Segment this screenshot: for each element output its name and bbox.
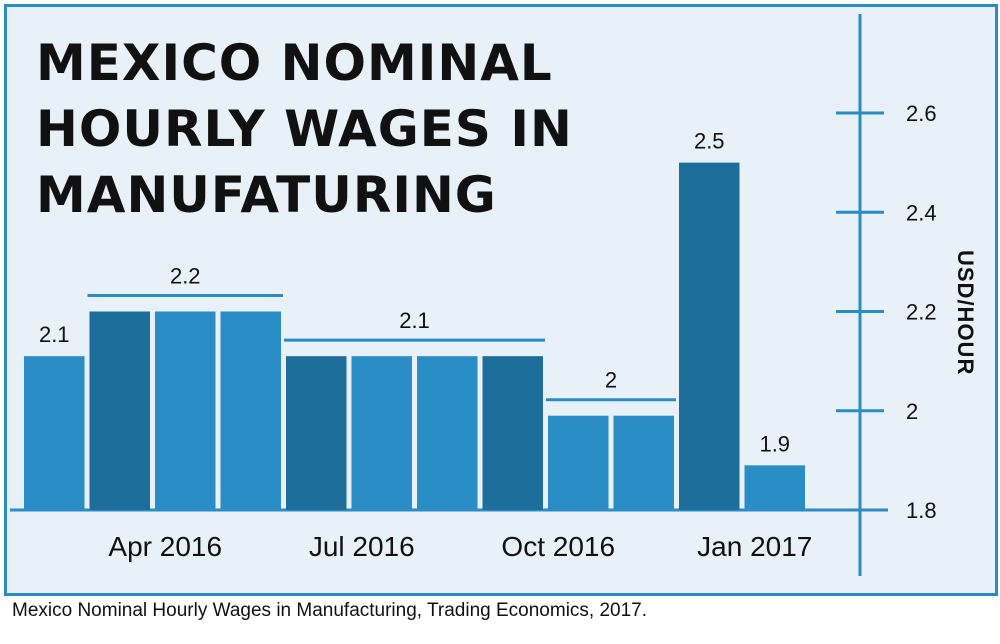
bar	[155, 311, 216, 510]
bar	[548, 415, 609, 510]
data-label: 2.1	[399, 308, 430, 333]
chart-caption: Mexico Nominal Hourly Wages in Manufactu…	[12, 600, 648, 621]
x-tick-label: Oct 2016	[501, 531, 615, 562]
bar-chart: 1.8 2 2.2 2.4 2.6 USD/HOUR 2.1 2.2 2.1 2 2.5 1.9 Apr…	[10, 14, 978, 576]
y-tick-label: 2	[906, 399, 918, 424]
bar	[417, 356, 478, 510]
bar	[351, 356, 412, 510]
data-label: 2.5	[694, 129, 725, 154]
y-tick-label: 2.6	[906, 101, 937, 126]
chart-title: MEXICO NOMINAL HOURLY WAGES IN MANUFATUR…	[36, 34, 573, 224]
data-label: 2.2	[170, 264, 201, 289]
bar	[744, 465, 805, 510]
y-tick-label: 2.2	[906, 300, 937, 325]
x-tick-label: Apr 2016	[108, 531, 222, 562]
data-label: 1.9	[759, 431, 790, 456]
data-label: 2.1	[39, 322, 70, 347]
data-label: 2	[605, 368, 617, 393]
bar	[220, 311, 281, 510]
y-tick-label: 2.4	[906, 200, 937, 225]
x-tick-label: Jan 2017	[697, 531, 812, 562]
bar	[89, 311, 150, 510]
bar	[679, 162, 740, 510]
bar	[613, 415, 674, 510]
y-tick-label: 1.8	[906, 498, 937, 523]
bar	[482, 356, 543, 510]
y-axis-label: USD/HOUR	[953, 250, 978, 375]
bar	[286, 356, 347, 510]
bar	[24, 356, 85, 510]
x-tick-label: Jul 2016	[309, 531, 415, 562]
